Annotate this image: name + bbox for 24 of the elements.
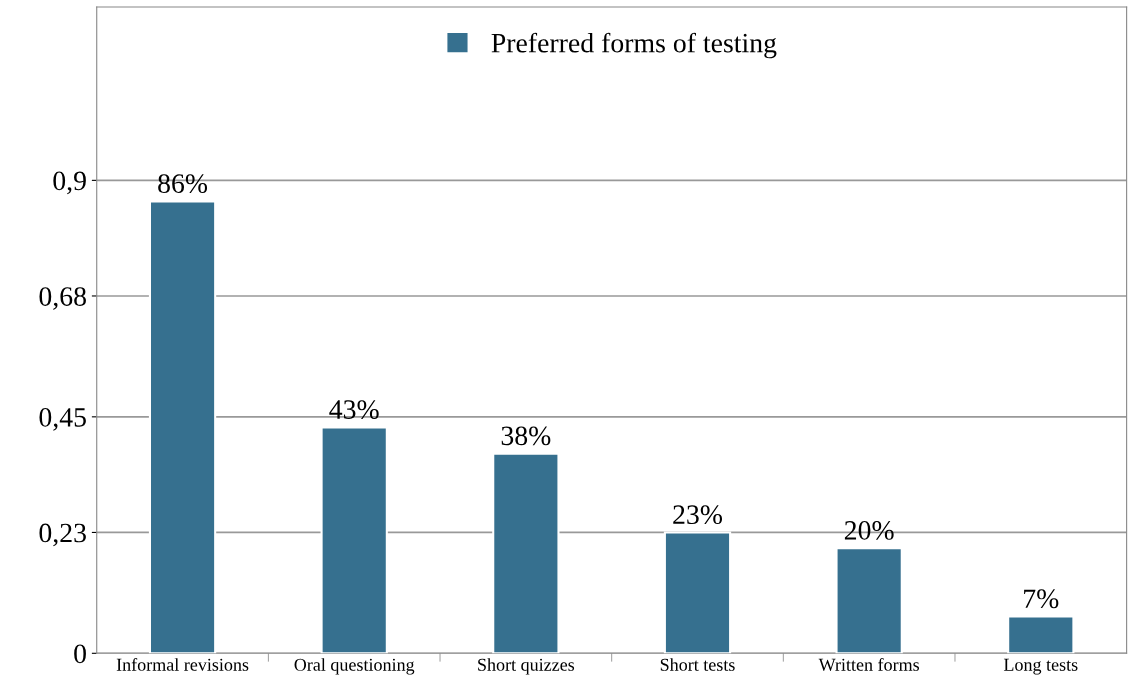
bar: [148, 200, 217, 654]
data-label: 86%: [158, 174, 208, 194]
data-label: 7%: [1024, 589, 1059, 609]
x-tick-label: Short quizzes: [478, 658, 575, 675]
bar: [663, 531, 732, 654]
bar: [835, 547, 903, 654]
data-label: 43%: [329, 400, 379, 420]
data-label: 38%: [501, 426, 551, 446]
data-label: 23%: [673, 505, 723, 525]
x-tick-label: Long tests: [1003, 658, 1078, 675]
y-tick-label: 0,23: [39, 523, 86, 547]
x-tick-label: Short tests: [660, 658, 735, 671]
y-tick-label: 0,9: [53, 171, 86, 195]
legend-label: Preferred forms of testing: [491, 32, 777, 59]
x-tick-label: Written forms: [818, 657, 920, 671]
y-tick-label: 0: [74, 644, 86, 664]
bar: [492, 452, 560, 654]
x-tick-label: Informal revisions: [116, 657, 249, 671]
y-tick-label: 0,68: [39, 287, 86, 310]
data-label: 20%: [844, 521, 894, 540]
y-tick-label: 0,45: [39, 408, 86, 431]
x-tick-label: Oral questioning: [294, 658, 415, 675]
bar: [1007, 615, 1075, 654]
bar: [320, 426, 388, 654]
